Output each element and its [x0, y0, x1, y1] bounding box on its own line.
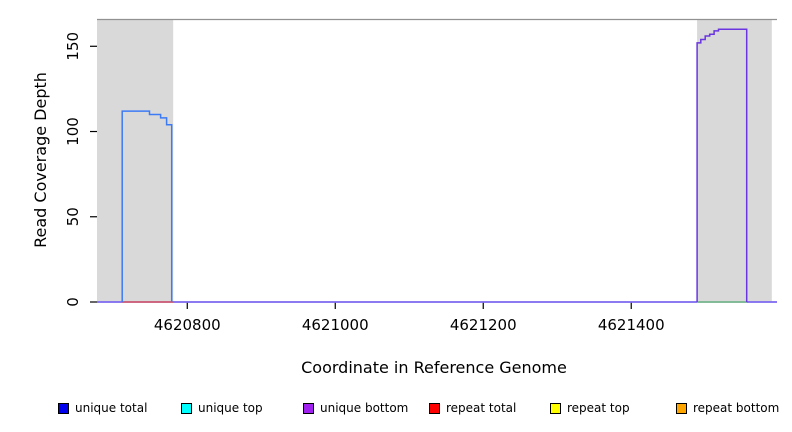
legend: unique total unique top unique bottom repea… [0, 0, 792, 414]
y-tick-label: 50 [64, 207, 82, 226]
legend-swatch-unique-bottom [303, 402, 314, 414]
x-tick-label: 4620800 [154, 316, 221, 334]
series-unique-total-line [121, 110, 173, 302]
legend-item-repeat-total: repeat total [429, 401, 516, 415]
y-tick-label: 150 [64, 32, 82, 61]
legend-swatch-repeat-bottom [676, 402, 687, 414]
legend-item-unique-top: unique top [181, 401, 263, 415]
y-axis-title: Read Coverage Depth [31, 72, 50, 248]
y-tick-label: 0 [64, 297, 82, 307]
left-gray-region [97, 19, 174, 302]
legend-label: repeat top [567, 401, 630, 415]
x-tick-label: 4621200 [450, 316, 517, 334]
x-axis-title: Coordinate in Reference Genome [301, 358, 567, 377]
legend-label: repeat total [446, 401, 517, 415]
series-unique-bottom-line [696, 28, 748, 302]
legend-label: repeat bottom [693, 401, 780, 415]
legend-swatch-repeat-total [429, 402, 440, 414]
x-tick-label: 4621000 [302, 316, 369, 334]
x-tick-label: 4621400 [598, 316, 665, 334]
legend-swatch-unique-total [58, 402, 69, 414]
legend-label: unique top [198, 401, 263, 415]
legend-item-unique-total: unique total [58, 401, 147, 415]
legend-item-repeat-bottom: repeat bottom [676, 401, 779, 415]
legend-swatch-unique-top [181, 402, 192, 414]
legend-label: unique bottom [320, 401, 409, 415]
legend-item-repeat-top: repeat top [550, 401, 630, 415]
y-tick-label: 100 [64, 117, 82, 146]
legend-item-unique-bottom: unique bottom [303, 401, 408, 415]
legend-label: unique total [75, 401, 148, 415]
legend-swatch-repeat-top [550, 402, 561, 414]
right-gray-region [697, 19, 772, 302]
